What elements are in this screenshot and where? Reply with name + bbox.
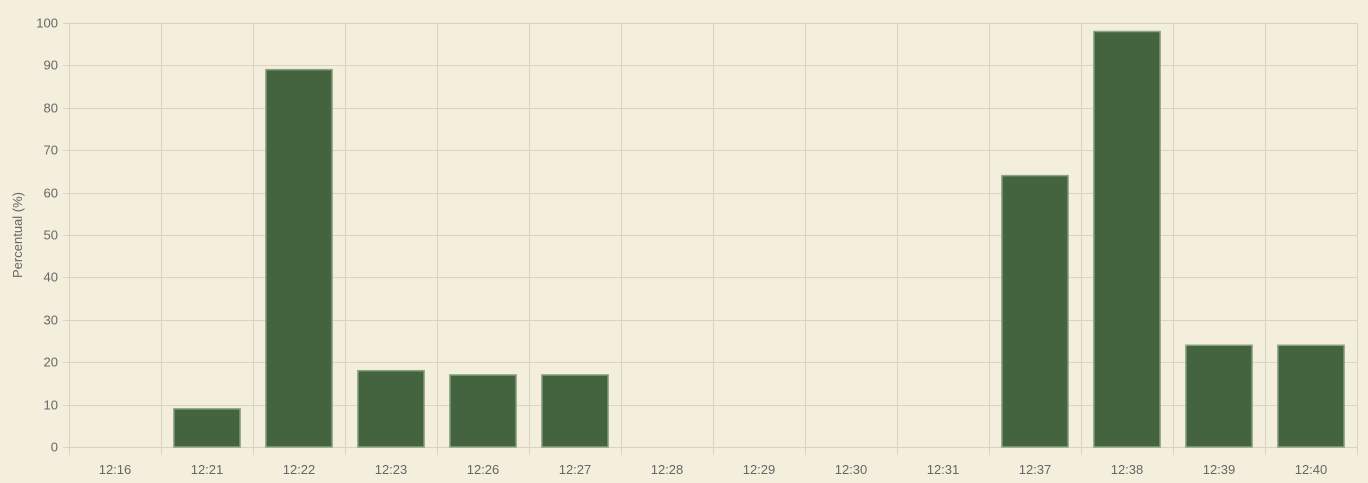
y-tick-label: 100 xyxy=(36,16,58,31)
bar-12-39[interactable] xyxy=(1185,344,1253,448)
x-tick-label: 12:30 xyxy=(835,462,868,477)
bar-12-23[interactable] xyxy=(357,369,425,448)
y-tick-label: 10 xyxy=(44,398,58,413)
x-tick-label: 12:28 xyxy=(651,462,684,477)
grid-lines xyxy=(63,23,1358,455)
y-tick-label: 70 xyxy=(44,143,58,158)
bar-12-27[interactable] xyxy=(541,374,609,448)
y-tick-label: 60 xyxy=(44,186,58,201)
y-tick-label: 40 xyxy=(44,270,58,285)
x-tick-label: 12:22 xyxy=(283,462,316,477)
x-tick-label: 12:39 xyxy=(1203,462,1236,477)
x-tick-label: 12:16 xyxy=(99,462,132,477)
bar-12-21[interactable] xyxy=(173,408,241,448)
x-tick-label: 12:31 xyxy=(927,462,960,477)
x-tick-label: 12:38 xyxy=(1111,462,1144,477)
x-tick-label: 12:37 xyxy=(1019,462,1052,477)
x-axis: 12:16 12:21 12:22 12:23 12:26 12:27 12:28 12:29… xyxy=(99,462,1328,477)
bar-12-40[interactable] xyxy=(1277,344,1345,448)
x-tick-label: 12:29 xyxy=(743,462,776,477)
y-tick-label: 90 xyxy=(44,58,58,73)
y-tick-label: 50 xyxy=(44,228,58,243)
bar-12-22[interactable] xyxy=(265,68,333,448)
x-tick-label: 12:26 xyxy=(467,462,500,477)
y-axis: 0 10 20 30 40 50 60 70 80 90 100 xyxy=(36,16,58,455)
bar-12-38[interactable] xyxy=(1093,30,1161,448)
y-tick-label: 0 xyxy=(51,440,58,455)
x-tick-label: 12:21 xyxy=(191,462,224,477)
x-tick-label: 12:27 xyxy=(559,462,592,477)
x-tick-label: 12:40 xyxy=(1295,462,1328,477)
y-tick-label: 30 xyxy=(44,313,58,328)
y-tick-label: 20 xyxy=(44,355,58,370)
bars xyxy=(173,30,1345,448)
x-tick-label: 12:23 xyxy=(375,462,408,477)
y-axis-title: Percentual (%) xyxy=(10,192,25,278)
bar-12-26[interactable] xyxy=(449,374,517,448)
y-tick-label: 80 xyxy=(44,101,58,116)
bar-12-37[interactable] xyxy=(1001,174,1069,448)
